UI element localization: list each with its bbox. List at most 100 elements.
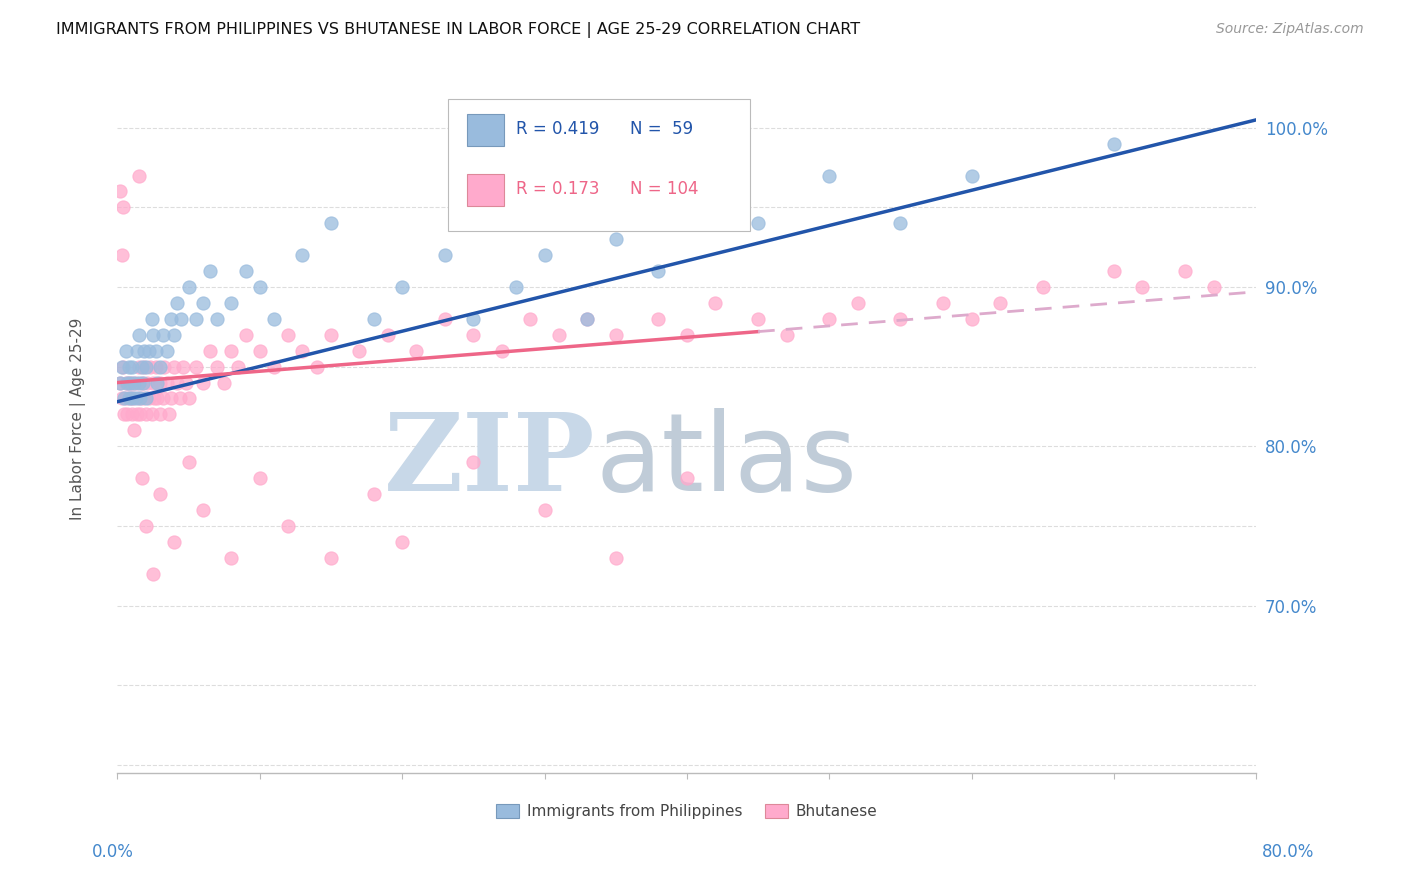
Point: [846, 296, 869, 310]
Point: [120, 376, 142, 390]
Point: [146, 392, 169, 406]
Point: [156, 343, 179, 358]
Point: [463, 327, 485, 342]
Point: [117, 376, 139, 390]
Point: [166, 296, 188, 310]
Point: [519, 311, 541, 326]
Point: [145, 343, 167, 358]
Point: [153, 359, 176, 374]
Point: [704, 296, 727, 310]
Point: [219, 296, 242, 310]
Point: [349, 343, 371, 358]
Point: [169, 392, 191, 406]
Point: [405, 343, 427, 358]
Point: [114, 408, 136, 422]
Point: [134, 359, 156, 374]
Point: [135, 519, 157, 533]
Point: [138, 392, 160, 406]
Point: [121, 359, 143, 374]
Point: [249, 471, 271, 485]
FancyBboxPatch shape: [447, 100, 749, 231]
Text: 0.0%: 0.0%: [91, 843, 134, 861]
Point: [136, 376, 159, 390]
Point: [145, 359, 167, 374]
Point: [118, 376, 141, 390]
Point: [191, 296, 214, 310]
Point: [291, 248, 314, 262]
Point: [533, 503, 555, 517]
Point: [128, 376, 150, 390]
Point: [576, 311, 599, 326]
Point: [676, 200, 699, 214]
Point: [391, 534, 413, 549]
Point: [605, 232, 627, 246]
Point: [131, 376, 153, 390]
Point: [118, 359, 141, 374]
Point: [205, 359, 228, 374]
Point: [172, 359, 194, 374]
Point: [115, 392, 138, 406]
Point: [319, 550, 342, 565]
Point: [124, 423, 146, 437]
Point: [463, 455, 485, 469]
Point: [127, 343, 149, 358]
Point: [132, 392, 155, 406]
Point: [111, 392, 134, 406]
Point: [1132, 280, 1154, 294]
Point: [160, 311, 183, 326]
Point: [156, 376, 179, 390]
Point: [170, 311, 193, 326]
Point: [676, 327, 699, 342]
Point: [152, 327, 174, 342]
Point: [117, 408, 139, 422]
Point: [122, 392, 145, 406]
Point: [125, 376, 148, 390]
Point: [177, 455, 200, 469]
Point: [129, 408, 152, 422]
Point: [149, 376, 172, 390]
Point: [157, 408, 180, 422]
Point: [235, 327, 257, 342]
Point: [205, 311, 228, 326]
Text: N =  59: N = 59: [630, 120, 693, 138]
Point: [1102, 136, 1125, 151]
Point: [134, 343, 156, 358]
Point: [219, 343, 242, 358]
Point: [932, 296, 955, 310]
Point: [131, 471, 153, 485]
Text: R = 0.173: R = 0.173: [516, 180, 599, 199]
Point: [114, 392, 136, 406]
Point: [319, 216, 342, 230]
Legend: Immigrants from Philippines, Bhutanese: Immigrants from Philippines, Bhutanese: [491, 798, 883, 825]
Point: [377, 327, 399, 342]
Point: [505, 280, 527, 294]
Point: [146, 376, 169, 390]
Point: [118, 392, 141, 406]
Point: [163, 359, 186, 374]
Point: [184, 311, 207, 326]
Point: [277, 327, 299, 342]
Point: [149, 487, 172, 501]
Point: [135, 359, 157, 374]
Point: [139, 359, 162, 374]
Point: [110, 185, 132, 199]
Point: [775, 327, 797, 342]
Point: [889, 311, 911, 326]
Text: IMMIGRANTS FROM PHILIPPINES VS BHUTANESE IN LABOR FORCE | AGE 25-29 CORRELATION : IMMIGRANTS FROM PHILIPPINES VS BHUTANESE…: [56, 22, 860, 38]
Point: [149, 408, 172, 422]
Point: [124, 376, 146, 390]
Text: ZIP: ZIP: [384, 408, 596, 514]
Point: [198, 264, 221, 278]
Point: [212, 376, 235, 390]
Point: [491, 343, 513, 358]
Point: [111, 248, 134, 262]
Point: [960, 311, 983, 326]
Point: [263, 311, 285, 326]
Point: [391, 280, 413, 294]
Point: [818, 169, 841, 183]
Point: [160, 392, 183, 406]
Bar: [467, 174, 503, 206]
Point: [110, 376, 132, 390]
Point: [747, 216, 769, 230]
Point: [198, 343, 221, 358]
